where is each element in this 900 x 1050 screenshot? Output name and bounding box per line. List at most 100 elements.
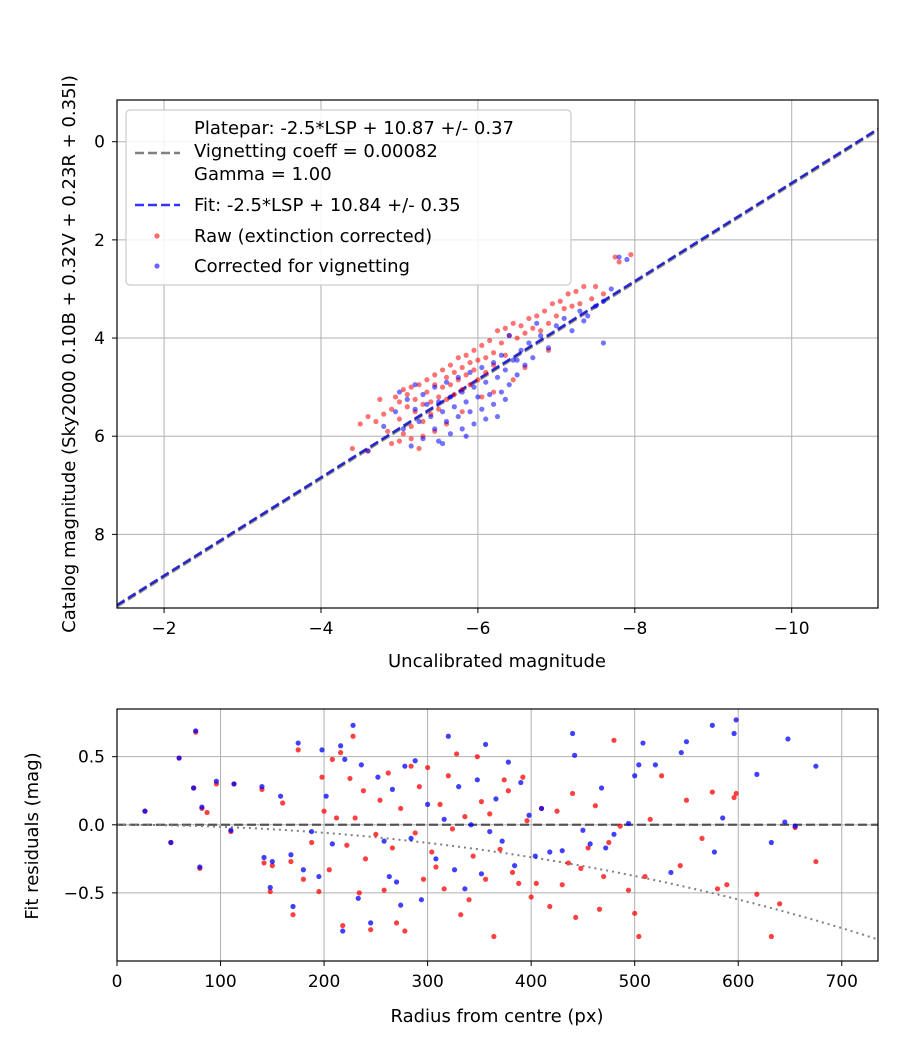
raw-point xyxy=(388,406,395,412)
corrected-residual-point xyxy=(358,762,364,768)
corrected-point xyxy=(396,389,403,395)
raw-point xyxy=(400,386,406,393)
raw-residual-point xyxy=(731,794,737,801)
corrected-point xyxy=(514,372,520,378)
corrected-residual-point xyxy=(193,728,199,734)
raw-residual-point xyxy=(470,853,476,859)
corrected-point xyxy=(451,404,457,410)
corrected-point xyxy=(471,384,477,390)
raw-point xyxy=(565,291,571,297)
corrected-residual-point xyxy=(487,828,493,835)
corrected-residual-point xyxy=(295,740,301,746)
raw-point xyxy=(569,303,575,309)
vignetting-curve xyxy=(117,823,878,941)
raw-residual-point xyxy=(724,882,730,888)
corrected-residual-point xyxy=(603,845,609,851)
raw-residual-point xyxy=(204,809,210,816)
raw-point xyxy=(573,288,579,295)
top-x-axis-label: Uncalibrated magnitude xyxy=(388,651,606,672)
raw-point xyxy=(600,291,607,297)
raw-point xyxy=(424,377,430,383)
corrected-point xyxy=(600,298,607,304)
corrected-point xyxy=(530,355,536,361)
top-y-tick-label: 2 xyxy=(94,231,105,251)
corrected-point xyxy=(459,389,465,395)
raw-residual-point xyxy=(441,886,447,892)
raw-point xyxy=(388,440,395,447)
raw-point xyxy=(498,340,505,346)
top-ticks: −2 −4 −6 −8 −10 0 2 4 6 8 xyxy=(94,133,809,639)
corrected-point xyxy=(467,369,473,376)
raw-residual-point xyxy=(606,839,612,846)
corrected-residual-point xyxy=(408,835,414,842)
corrected-residual-point xyxy=(309,828,315,835)
residuals-plot: 0 100 200 300 400 500 600 700 0.5 0.0 −0.5 Radius … xyxy=(22,708,879,1027)
raw-point xyxy=(451,369,457,376)
raw-point xyxy=(467,382,473,388)
legend-platepar-line-1: Platepar: -2.5*LSP + 10.87 +/- 0.37 xyxy=(194,118,514,139)
corrected-point xyxy=(432,384,438,390)
raw-point xyxy=(349,445,355,452)
raw-point xyxy=(408,423,414,429)
corrected-point xyxy=(443,418,450,425)
corrected-residual-point xyxy=(792,823,798,829)
raw-residual-point xyxy=(362,856,369,862)
corrected-point xyxy=(455,374,461,380)
corrected-point xyxy=(483,379,489,385)
raw-residual-point xyxy=(516,880,522,886)
raw-residual-point xyxy=(625,887,632,893)
raw-residual-point xyxy=(449,826,456,832)
raw-point xyxy=(483,355,489,361)
raw-point xyxy=(612,254,618,260)
raw-residual-point xyxy=(813,858,819,865)
corrected-residual-point xyxy=(668,869,674,876)
corrected-point xyxy=(436,438,442,444)
bottom-scatter-points xyxy=(142,717,819,940)
raw-point xyxy=(377,396,383,403)
raw-residual-point xyxy=(425,764,431,771)
raw-residual-point xyxy=(300,876,306,882)
raw-residual-point xyxy=(350,733,356,739)
raw-point xyxy=(502,325,508,331)
raw-point xyxy=(436,394,442,400)
top-scatter-points xyxy=(349,252,634,454)
raw-point xyxy=(412,396,418,403)
corrected-residual-point xyxy=(569,730,576,737)
raw-point xyxy=(404,404,410,410)
corrected-point xyxy=(443,379,450,385)
raw-point xyxy=(526,315,532,322)
raw-residual-point xyxy=(316,888,322,895)
corrected-residual-point xyxy=(191,785,197,791)
raw-point xyxy=(592,283,599,290)
raw-point xyxy=(475,357,481,363)
legend-raw-label: Raw (extinction corrected) xyxy=(194,226,432,247)
corrected-residual-point xyxy=(213,778,219,784)
raw-point xyxy=(385,428,391,434)
bottom-x-tick-label: 500 xyxy=(618,972,650,992)
raw-residual-point xyxy=(398,805,404,812)
bottom-x-tick-label: 300 xyxy=(411,972,443,992)
top-fit-lines xyxy=(117,127,878,608)
bottom-reference-lines xyxy=(117,823,878,941)
raw-point xyxy=(443,396,450,403)
corrected-residual-point xyxy=(197,864,203,870)
raw-point xyxy=(545,320,552,326)
corrected-point xyxy=(561,315,567,322)
raw-residual-point xyxy=(659,773,665,779)
corrected-residual-point xyxy=(199,804,205,810)
corrected-residual-point xyxy=(547,849,553,855)
raw-point xyxy=(459,409,465,415)
corrected-point xyxy=(592,303,599,309)
bottom-ticks: 0 100 200 300 400 500 600 700 0.5 0.0 −0.5 xyxy=(64,748,858,992)
raw-residual-point xyxy=(360,788,367,794)
corrected-point xyxy=(569,328,575,334)
corrected-point xyxy=(428,413,434,420)
raw-point xyxy=(534,313,540,319)
raw-residual-point xyxy=(611,737,617,743)
raw-point xyxy=(549,301,556,307)
corrected-residual-point xyxy=(412,758,418,764)
corrected-point xyxy=(487,391,493,398)
corrected-point xyxy=(412,406,418,412)
raw-residual-point xyxy=(290,912,296,918)
raw-residual-point xyxy=(321,808,327,814)
